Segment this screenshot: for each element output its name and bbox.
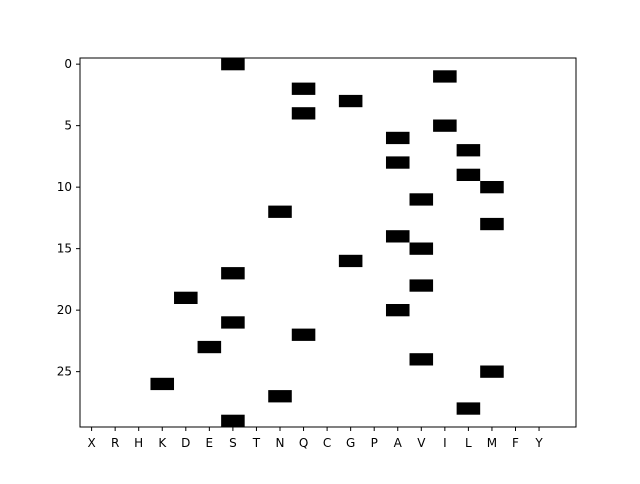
x-tick-label: N — [276, 436, 285, 450]
x-tick-label: R — [111, 436, 119, 450]
heatmap-cell — [338, 254, 363, 268]
heatmap-cell — [150, 377, 175, 391]
x-tick-label: F — [512, 436, 519, 450]
x-tick-label: V — [417, 436, 426, 450]
y-tick-label: 5 — [64, 119, 72, 133]
heatmap-cell — [385, 230, 410, 243]
x-tick-label: M — [487, 436, 497, 450]
heatmap-cell — [456, 144, 481, 157]
x-tick-label: C — [323, 436, 331, 450]
heatmap-cell — [456, 168, 481, 181]
heatmap-cell — [409, 193, 434, 206]
heatmap-cell — [409, 242, 434, 255]
x-tick-label: K — [158, 436, 167, 450]
cells-group — [150, 58, 504, 427]
heatmap-cell — [291, 82, 316, 95]
heatmap-cell — [291, 107, 316, 120]
heatmap-cell — [174, 291, 198, 304]
y-axis-ticks: 0 5 10 15 20 25 — [57, 57, 80, 379]
x-tick-label: I — [443, 436, 447, 450]
heatmap-cell — [221, 58, 245, 71]
heatmap-cell — [409, 353, 434, 366]
heatmap-cell — [221, 267, 245, 280]
heatmap-cell — [409, 279, 434, 292]
y-tick-label: 15 — [57, 242, 72, 256]
x-tick-label: Y — [534, 436, 543, 450]
heatmap-cell — [480, 217, 504, 231]
heatmap-cell — [385, 156, 410, 169]
heatmap-cell — [456, 402, 481, 415]
y-tick-label: 20 — [57, 303, 72, 317]
heatmap-cell — [268, 205, 292, 218]
x-tick-label: Q — [299, 436, 308, 450]
x-tick-label: X — [87, 436, 95, 450]
x-tick-label: G — [346, 436, 355, 450]
x-tick-label: T — [252, 436, 261, 450]
heatmap-cell — [385, 304, 410, 317]
x-tick-label: H — [134, 436, 143, 450]
heatmap-cell — [268, 390, 292, 403]
heatmap-cell — [480, 181, 504, 194]
y-tick-label: 25 — [57, 365, 72, 379]
y-tick-label: 0 — [64, 57, 72, 71]
heatmap-cell — [385, 131, 410, 145]
heatmap-cell — [221, 414, 245, 427]
heatmap-cell — [480, 365, 504, 378]
plot-frame — [79, 57, 577, 428]
x-tick-label: S — [229, 436, 237, 450]
x-tick-label: P — [371, 436, 378, 450]
x-tick-label: A — [394, 436, 403, 450]
heatmap-cell — [291, 328, 316, 341]
x-tick-label: L — [465, 436, 472, 450]
heatmap-cell — [221, 316, 245, 329]
x-tick-label: E — [206, 436, 214, 450]
heatmap-cell — [433, 70, 457, 83]
heatmap-cell — [338, 94, 363, 108]
heatmap-cell — [197, 340, 222, 354]
y-tick-label: 10 — [57, 180, 72, 194]
heatmap-cell — [433, 119, 457, 132]
x-tick-label: D — [181, 436, 190, 450]
